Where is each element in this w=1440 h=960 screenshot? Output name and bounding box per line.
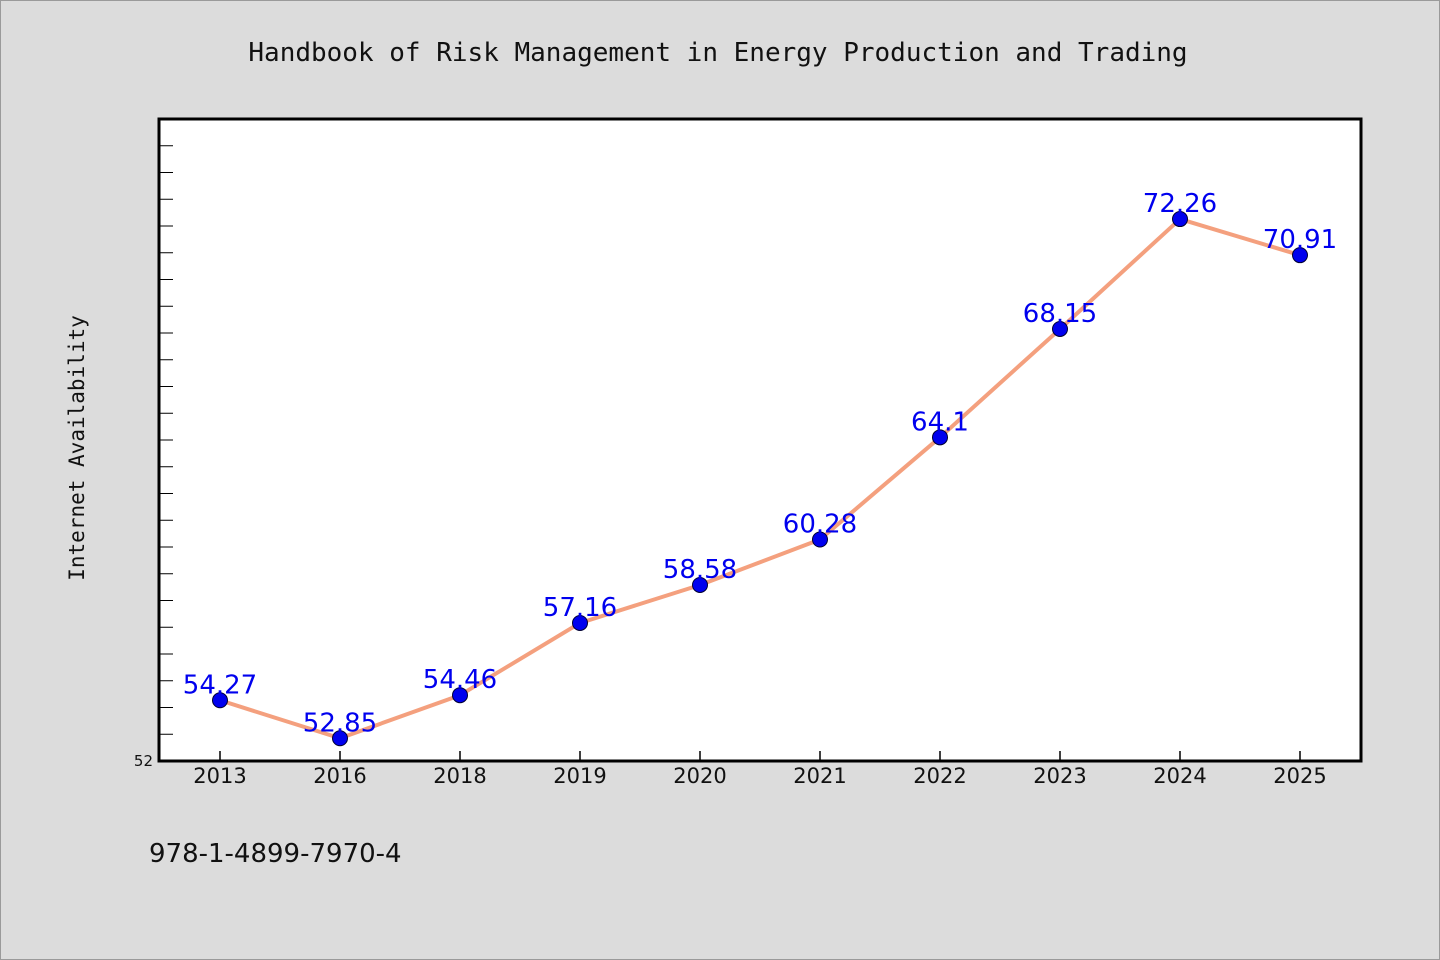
data-label-2022: 64.1: [911, 407, 969, 437]
plot-area: [157, 117, 1363, 763]
data-label-2023: 68.15: [1023, 299, 1097, 329]
x-tick-label-2023: 2023: [1033, 764, 1086, 788]
x-tick-label-2022: 2022: [913, 764, 966, 788]
data-label-2018: 54.46: [423, 665, 497, 695]
x-tick-label-2021: 2021: [793, 764, 846, 788]
data-point-2018: [452, 687, 468, 704]
series-line: [219, 217, 1301, 741]
x-tick-label-2018: 2018: [433, 764, 486, 788]
y-axis-label: Internet Availability: [65, 315, 89, 581]
data-label-2019: 57.16: [543, 593, 617, 623]
data-point-2023: [1052, 320, 1068, 337]
data-point-2013: [212, 692, 228, 709]
data-point-2024: [1172, 211, 1188, 228]
data-label-2021: 60.28: [783, 510, 857, 540]
y-tick-label-0: 52: [134, 752, 153, 770]
data-point-2016: [332, 730, 348, 747]
data-point-2021: [812, 531, 828, 548]
y-axis-ticks: [159, 118, 173, 762]
data-point-2019: [572, 614, 588, 631]
x-axis-ticks: [219, 751, 1301, 761]
data-label-2024: 72.26: [1143, 189, 1217, 219]
x-tick-label-2013: 2013: [193, 764, 246, 788]
x-axis-tick-labels: 2013 2016 2018 2019 2020 2021 2022 2023 2024 2025: [193, 764, 1326, 788]
data-label-2013: 54.27: [183, 670, 257, 700]
data-point-2025: [1292, 247, 1308, 264]
chart-title: Handbook of Risk Management in Energy Pr…: [248, 38, 1187, 68]
data-label-2016: 52.85: [303, 708, 377, 738]
x-tick-label-2025: 2025: [1273, 764, 1326, 788]
data-labels: 54.27 52.85 54.46 57.16 58.58 60.28 64.1 68.15 7…: [183, 189, 1337, 738]
x-tick-label-2016: 2016: [313, 764, 366, 788]
data-point-2022: [932, 429, 948, 446]
x-tick-label-2024: 2024: [1153, 764, 1206, 788]
data-point-2020: [692, 576, 708, 593]
series-markers: [212, 211, 1308, 747]
y-axis-tick-labels: 52: [134, 752, 153, 770]
x-tick-label-2020: 2020: [673, 764, 726, 788]
x-tick-label-2019: 2019: [553, 764, 606, 788]
data-label-2020: 58.58: [663, 555, 737, 585]
data-label-2025: 70.91: [1263, 225, 1337, 255]
isbn-text: 978-1-4899-7970-4: [149, 839, 402, 869]
